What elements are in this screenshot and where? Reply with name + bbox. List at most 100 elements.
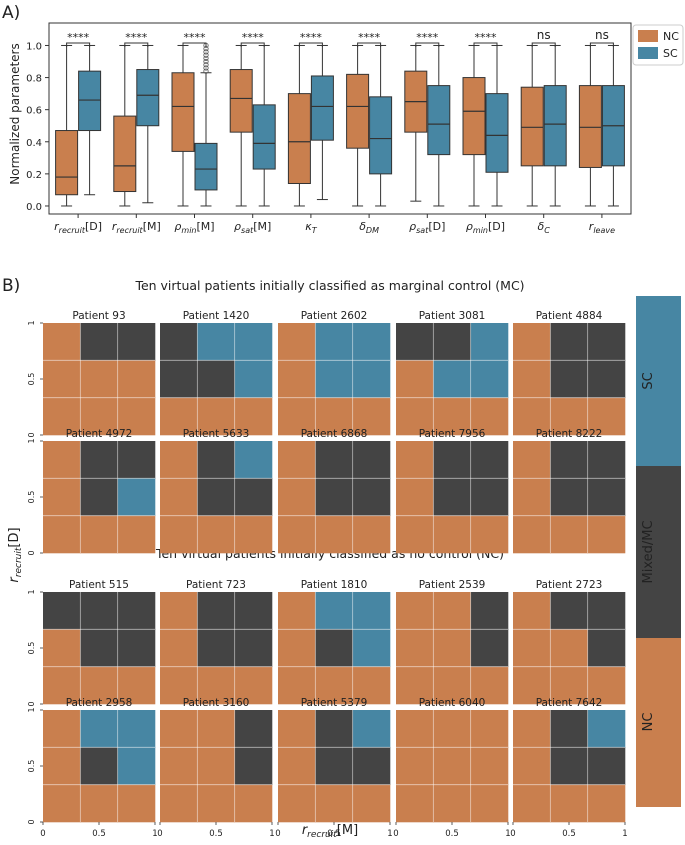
heatmap-cell — [278, 323, 316, 361]
box-iqr — [462, 77, 486, 156]
heatmap-cell — [160, 592, 198, 630]
heatmap-cell — [396, 441, 434, 479]
heatmap-cell — [278, 360, 316, 398]
heatmap-cell — [396, 323, 434, 361]
heatmap-cell — [43, 592, 81, 630]
heatmap-cell — [197, 478, 235, 516]
patient-heatmap: Patient 515 1 0.5 0 — [27, 579, 156, 707]
x-tick-label: ρsat[M] — [234, 220, 271, 235]
heatmap-cell — [80, 323, 118, 361]
heatmap-cell — [160, 710, 198, 748]
box-sc — [252, 44, 276, 207]
heatmap-cell — [117, 666, 156, 705]
heatmap-cell — [352, 710, 391, 748]
x-tick-label: δDM — [359, 220, 379, 235]
heatmap-cell — [550, 441, 588, 479]
heatmap-cell — [587, 784, 626, 823]
heatmap-cell — [234, 592, 273, 630]
box-sc — [136, 44, 160, 204]
x-tick-label: 1 — [152, 829, 157, 839]
heatmap-cell — [433, 360, 471, 398]
heatmap-cell — [352, 666, 391, 705]
box-iqr — [369, 96, 393, 175]
box-sc — [543, 44, 567, 207]
heatmap-cell — [433, 710, 471, 748]
heatmap-cell — [513, 515, 551, 554]
heatmap-cell — [117, 478, 156, 516]
x-tick-label: 1 — [505, 829, 510, 839]
boxplot-boxes — [55, 42, 625, 207]
significance-bracket — [589, 42, 614, 47]
heatmap-cell — [433, 784, 471, 823]
x-tick-label: δC — [538, 220, 551, 235]
box-nc — [346, 44, 370, 207]
x-tick-label: 0 — [275, 829, 280, 839]
panel-b-label: B) — [2, 276, 20, 296]
box-nc — [462, 44, 486, 207]
heatmap-cell — [80, 515, 118, 554]
heatmap-cell — [117, 360, 156, 398]
patient-title: Patient 4972 — [66, 428, 133, 440]
heatmap-cell — [80, 710, 118, 748]
heatmap-cell — [315, 747, 353, 785]
heatmap-cell — [433, 629, 471, 667]
heatmap-cell — [315, 784, 353, 823]
heatmap-cell — [117, 747, 156, 785]
significance-bracket — [473, 42, 498, 47]
heatmap-cell — [234, 360, 273, 398]
significance-bracket — [66, 42, 91, 47]
flier-point — [203, 65, 209, 71]
panel-a-ylabel: Normalized parameters — [8, 43, 22, 184]
flier-point — [203, 68, 209, 74]
heatmap-cell — [513, 360, 551, 398]
box-nc — [287, 44, 311, 207]
patient-heatmap: Patient 8222 — [513, 428, 626, 554]
heatmap-cell — [587, 441, 626, 479]
legend-nc-label: NC — [663, 30, 679, 43]
heatmap-cell — [433, 397, 471, 436]
box-iqr — [520, 86, 544, 167]
significance-label: **** — [67, 31, 90, 44]
box-iqr — [287, 93, 311, 185]
y-tick-label: 1 — [27, 438, 36, 443]
patient-title: Patient 3081 — [419, 310, 486, 322]
heatmap-cell — [278, 478, 316, 516]
significance-label: **** — [416, 31, 439, 44]
heatmap-cell — [234, 515, 273, 554]
panel-b-title-mc: Ten virtual patients initially classifie… — [134, 278, 524, 293]
heatmap-cell — [80, 441, 118, 479]
heatmap-cell — [315, 397, 353, 436]
significance-label: **** — [242, 31, 265, 44]
heatmap-cell — [396, 784, 434, 823]
y-tick-label: 0.4 — [26, 138, 42, 149]
heatmap-cell — [315, 478, 353, 516]
box-iqr — [346, 73, 370, 149]
heatmap-cell — [396, 666, 434, 705]
y-tick-label: 0.2 — [26, 170, 42, 181]
heatmap-cell — [117, 323, 156, 361]
heatmap-cell — [352, 360, 391, 398]
boxplot-axes-frame — [48, 22, 632, 215]
y-tick-label: 0.5 — [27, 760, 36, 773]
heatmap-cell — [160, 360, 198, 398]
patient-title: Patient 2539 — [419, 579, 486, 591]
heatmap-cell — [470, 747, 509, 785]
colorbar-mixed — [636, 466, 681, 638]
heatmap-cell — [352, 323, 391, 361]
heatmap-cell — [197, 747, 235, 785]
box-iqr — [55, 130, 79, 196]
box-iqr — [136, 69, 160, 127]
patient-heatmap: Patient 2602 — [278, 310, 391, 436]
heatmap-cell — [513, 441, 551, 479]
heatmap-cell — [550, 747, 588, 785]
patient-title: Patient 2958 — [66, 697, 133, 709]
heatmap-cell — [396, 397, 434, 436]
significance-annotations: **** **** **** **** **** **** **** **** ns ns — [66, 28, 614, 47]
heatmap-cell — [352, 441, 391, 479]
heatmap-cell — [587, 710, 626, 748]
heatmap-cell — [234, 478, 273, 516]
box-sc — [310, 44, 334, 201]
patient-title: Patient 5379 — [301, 697, 368, 709]
heatmap-cell — [513, 478, 551, 516]
colorbar-sc — [636, 296, 681, 466]
